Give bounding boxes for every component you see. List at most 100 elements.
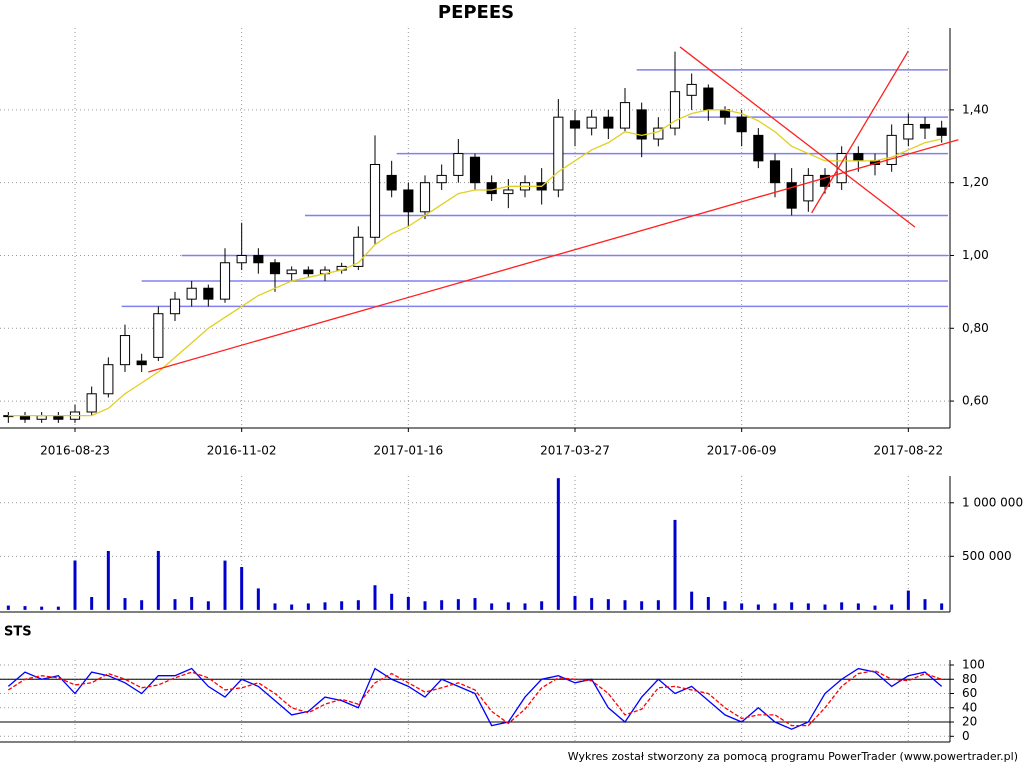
candle-body — [553, 116, 564, 191]
y-tick-label: 0 — [962, 729, 970, 743]
footer: Wykres został stworzony za pomocą progra… — [568, 750, 1018, 763]
volume-bar — [690, 591, 694, 610]
y-tick-label: 1 000 000 — [962, 495, 1023, 509]
candle-body — [486, 182, 497, 195]
y-tick-label: 100 — [962, 657, 985, 671]
candle-body — [103, 364, 114, 395]
volume-bar — [740, 603, 744, 610]
trend-line — [679, 46, 916, 228]
volume-bar — [56, 606, 60, 610]
x-tick-label: 2016-08-23 — [40, 444, 110, 458]
candle-body — [503, 189, 514, 195]
x-tick-label: 2017-03-27 — [540, 444, 610, 458]
candle-body — [703, 87, 714, 111]
candle-body — [619, 102, 631, 129]
candle-body — [169, 298, 181, 315]
candle-body — [803, 174, 814, 202]
volume-bar — [273, 603, 277, 610]
volume-bar — [73, 560, 77, 610]
volume-bar — [23, 606, 27, 610]
candle-body — [286, 269, 297, 275]
x-tick-label: 2017-01-16 — [373, 444, 443, 458]
indicator-line — [7, 667, 943, 730]
volume-bar — [790, 602, 794, 610]
volume-bar — [190, 597, 194, 610]
volume-bar — [40, 606, 44, 610]
volume-bar — [556, 478, 560, 610]
x-tick-label: 2017-08-22 — [873, 444, 943, 458]
y-tick-label: 500 000 — [962, 549, 1012, 563]
volume-bar — [623, 600, 627, 610]
volume-bar — [206, 601, 210, 610]
y-tick-label: 0,60 — [962, 394, 989, 408]
candle-body — [236, 254, 247, 264]
y-tick-label: 1,00 — [962, 248, 989, 262]
volume-bar — [90, 597, 94, 610]
volume-bar — [906, 590, 910, 610]
candle-body — [153, 313, 164, 358]
candle-body — [219, 262, 231, 300]
volume-bar — [640, 601, 644, 610]
volume-bar — [440, 600, 444, 610]
x-tick-label: 2017-06-09 — [707, 444, 777, 458]
candle-body — [669, 91, 681, 129]
volume-bar — [240, 567, 244, 610]
volume-bar — [756, 604, 760, 610]
volume-bar — [590, 598, 594, 610]
candle-body — [586, 116, 597, 129]
volume-bar — [856, 603, 860, 610]
volume-bar — [106, 550, 110, 610]
volume-bar — [606, 599, 610, 610]
candle-body — [603, 116, 614, 129]
volume-bar — [723, 601, 727, 610]
volume-bar — [306, 603, 310, 610]
volume-bar — [6, 605, 10, 610]
candle-body — [653, 127, 664, 140]
volume-bar — [373, 585, 377, 610]
candle-body — [903, 123, 914, 140]
volume-bar — [156, 550, 160, 610]
candle-body — [853, 153, 864, 162]
y-tick-label: 60 — [962, 686, 977, 700]
volume-bar — [523, 603, 527, 610]
candle-body — [186, 287, 197, 300]
volume-bar — [356, 600, 360, 610]
volume-bar — [673, 519, 677, 610]
indicator-line — [7, 670, 942, 727]
volume-bar — [573, 595, 577, 610]
candle-body — [403, 189, 414, 213]
candle-body — [469, 156, 481, 184]
volume-bar — [823, 604, 827, 610]
volume-bar — [223, 560, 227, 610]
candle-body — [86, 393, 97, 413]
volume-bar — [423, 601, 427, 610]
volume-bar — [340, 601, 344, 610]
candle-body — [303, 269, 314, 275]
candle-body — [636, 109, 647, 140]
candle-body — [369, 163, 381, 238]
volume-bar — [773, 603, 777, 610]
candle-body — [436, 174, 447, 184]
volume-bar — [890, 604, 894, 610]
candle-body — [786, 182, 797, 209]
y-tick-label: 20 — [962, 715, 977, 729]
candle-body — [819, 174, 831, 187]
volume-bar — [173, 599, 177, 610]
y-tick-label: 1,40 — [962, 102, 989, 116]
y-tick-label: 0,80 — [962, 321, 989, 335]
candle-body — [136, 360, 147, 366]
candle-body — [269, 262, 281, 275]
candle-body — [753, 134, 764, 162]
candle-body — [203, 287, 214, 300]
candle-body — [386, 174, 397, 191]
candle-body — [419, 182, 431, 213]
candle-body — [886, 134, 897, 165]
volume-bar — [873, 605, 877, 610]
candle-body — [453, 153, 464, 176]
volume-bar — [940, 603, 944, 610]
candle-body — [919, 123, 931, 129]
volume-bar — [456, 599, 460, 610]
chart-title: PEPEES — [438, 2, 514, 23]
volume-bar — [390, 593, 394, 610]
